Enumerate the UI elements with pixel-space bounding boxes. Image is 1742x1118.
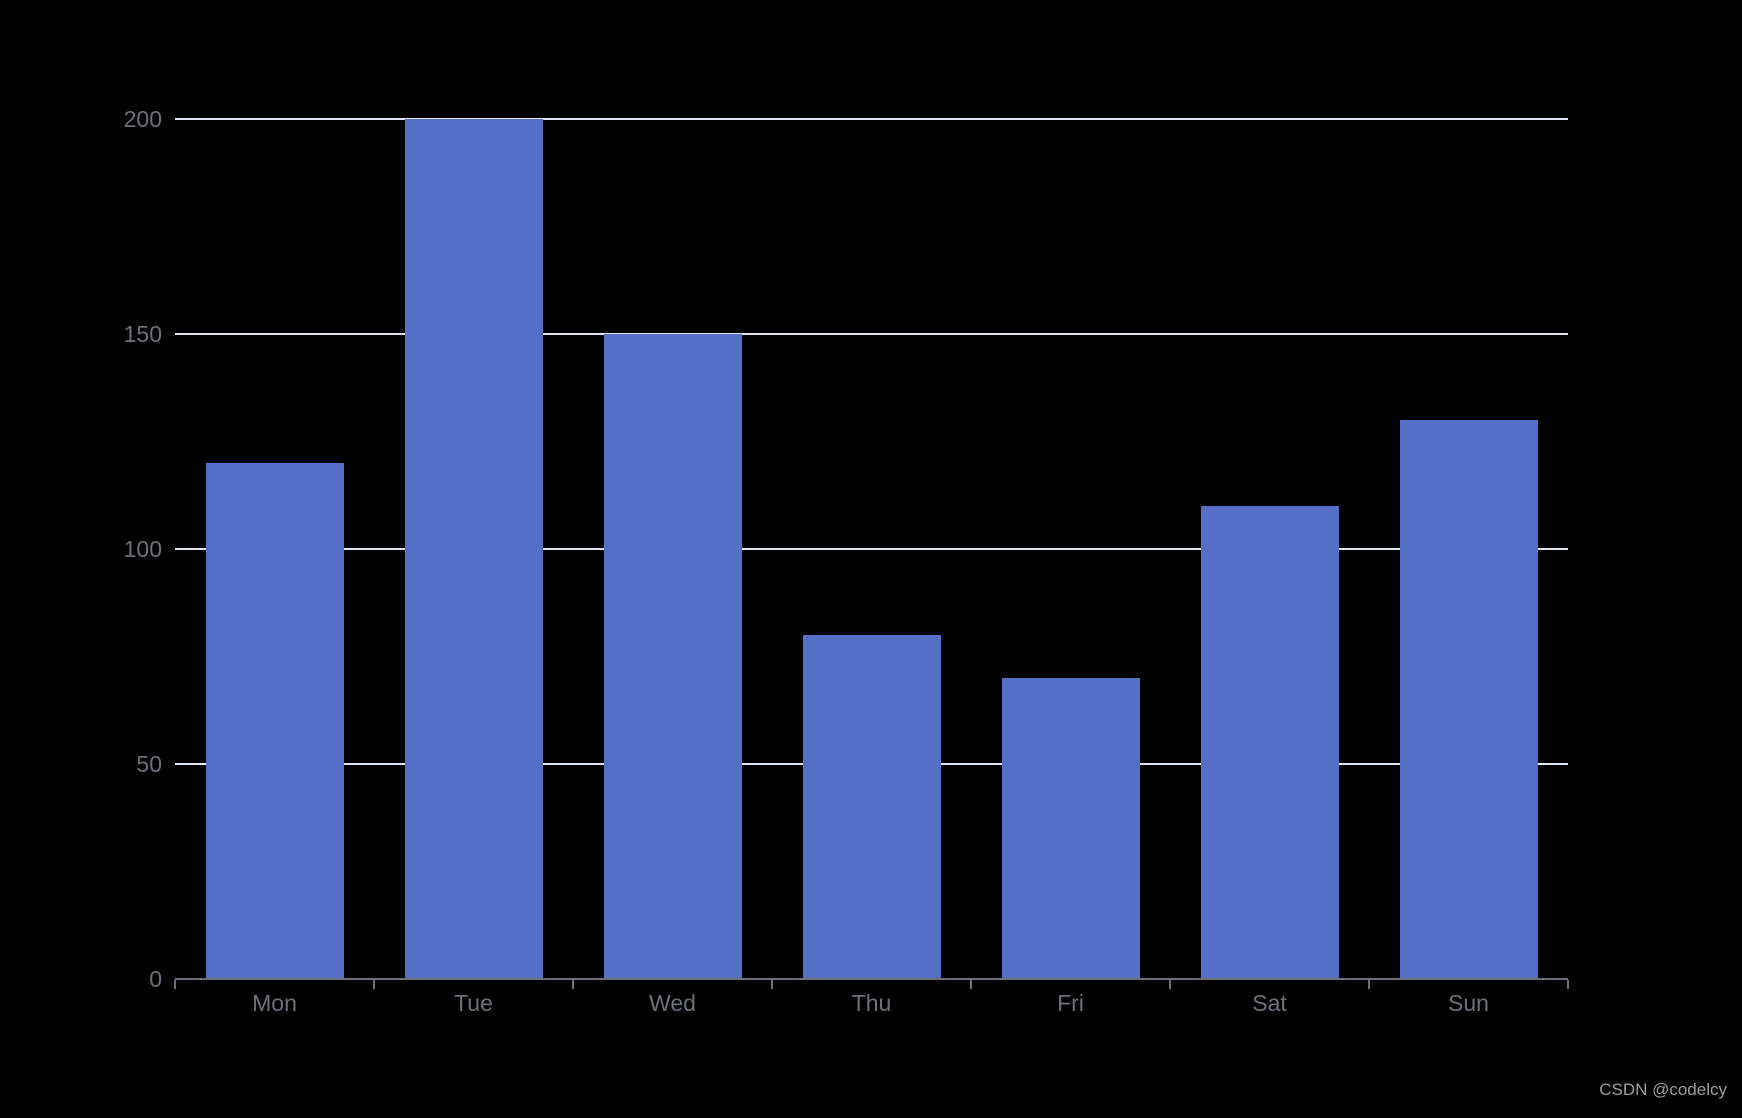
x-axis-tick-2 [572,980,574,989]
x-axis-label-wed: Wed [649,990,696,1016]
x-axis-label-fri: Fri [1057,990,1084,1016]
x-axis-tick-0 [174,980,176,989]
x-axis-label-tue: Tue [454,990,493,1016]
x-axis-tick-4 [970,980,972,989]
gridline-y-150 [175,333,1568,335]
bar-fri [1001,678,1140,979]
x-axis-tick-1 [373,980,375,989]
bar-tue [404,119,543,979]
x-axis-label-thu: Thu [851,990,892,1016]
bar-mon [205,463,344,979]
y-axis-tick-label-0: 0 [149,966,162,992]
x-axis-tick-6 [1368,980,1370,989]
x-axis-tick-7 [1567,980,1569,989]
y-axis-tick-label-150: 150 [123,321,162,347]
x-axis-line [175,978,1568,980]
bar-thu [802,635,941,979]
y-axis-tick-label-100: 100 [123,536,162,562]
y-axis-tick-label-50: 50 [136,751,162,777]
bar-sat [1200,506,1339,979]
x-axis-label-sat: Sat [1252,990,1287,1016]
y-axis-tick-label-200: 200 [123,106,162,132]
x-axis-label-mon: Mon [252,990,297,1016]
gridline-y-100 [175,548,1568,550]
bar-sun [1399,420,1538,979]
x-axis-label-sun: Sun [1448,990,1489,1016]
x-axis-tick-3 [771,980,773,989]
watermark: CSDN @codelcy [1599,1080,1727,1099]
x-axis-tick-5 [1169,980,1171,989]
bar-wed [603,334,742,979]
gridline-y-200 [175,118,1568,120]
